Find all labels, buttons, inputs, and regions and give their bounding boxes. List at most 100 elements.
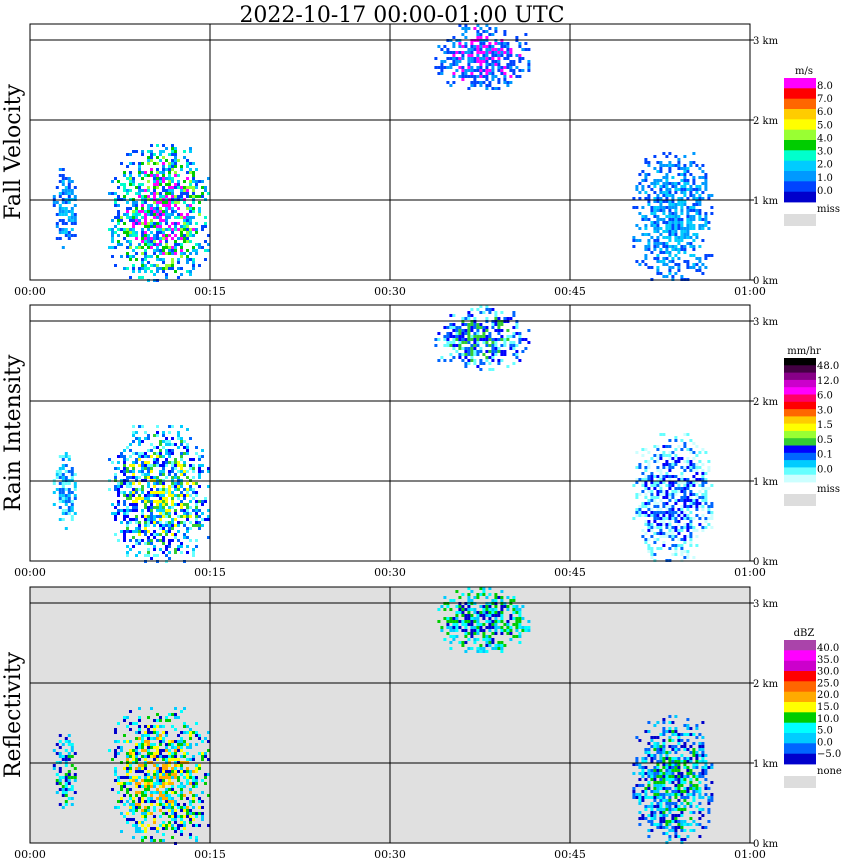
echo-cell: [476, 650, 480, 653]
echo-cell: [156, 746, 159, 749]
echo-cell: [153, 153, 156, 156]
echo-cell: [473, 359, 477, 362]
echo-cell: [153, 192, 156, 195]
echo-cell: [662, 733, 666, 736]
echo-cell: [695, 236, 699, 239]
echo-cell: [464, 626, 468, 629]
echo-cell: [165, 743, 168, 746]
echo-cell: [156, 731, 159, 734]
echo-cell: [710, 517, 714, 520]
echo-cell: [656, 242, 660, 245]
echo-cell: [174, 240, 177, 243]
echo-cell: [129, 177, 132, 180]
echo-cell: [156, 482, 159, 485]
echo-cell: [638, 799, 642, 802]
echo-cell: [186, 515, 189, 518]
echo-cell: [195, 815, 198, 818]
echo-cell: [189, 270, 192, 273]
echo-cell: [674, 185, 678, 188]
echo-cell: [153, 482, 156, 485]
echo-cell: [680, 784, 684, 787]
echo-cell: [168, 470, 171, 473]
echo-cell: [58, 210, 62, 213]
echo-cell: [144, 809, 147, 812]
echo-cell: [180, 830, 183, 833]
echo-cell: [138, 725, 141, 728]
echo-cell: [695, 499, 699, 502]
echo-cell: [701, 472, 705, 475]
echo-cell: [656, 170, 660, 173]
echo-cell: [186, 240, 189, 243]
echo-cell: [126, 782, 129, 785]
echo-cell: [497, 78, 501, 81]
echo-cell: [470, 356, 474, 359]
echo-cell: [488, 338, 492, 341]
echo-cell: [674, 254, 678, 257]
echo-cell: [476, 593, 480, 596]
echo-cell: [434, 338, 438, 341]
echo-cell: [183, 461, 186, 464]
echo-cell: [150, 785, 153, 788]
echo-cell: [461, 317, 465, 320]
echo-cell: [192, 551, 195, 554]
echo-cell: [671, 230, 675, 233]
echo-cell: [473, 75, 477, 78]
echo-cell: [698, 209, 702, 212]
echo-cell: [686, 457, 690, 460]
echo-cell: [192, 476, 195, 479]
echo-cell: [168, 809, 171, 812]
echo-cell: [650, 769, 654, 772]
echo-cell: [671, 781, 675, 784]
echo-cell: [207, 467, 210, 470]
echo-cell: [147, 174, 150, 177]
echo-cell: [147, 788, 150, 791]
echo-cell: [61, 192, 65, 195]
echo-cell: [653, 155, 657, 158]
echo-cell: [647, 814, 651, 817]
echo-cell: [126, 228, 129, 231]
echo-cell: [189, 222, 192, 225]
echo-cell: [192, 458, 195, 461]
echo-cell: [704, 778, 708, 781]
echo-cell: [156, 500, 159, 503]
echo-cell: [461, 54, 465, 57]
echo-cell: [677, 544, 681, 547]
echo-cell: [494, 311, 498, 314]
echo-cell: [668, 808, 672, 811]
echo-cell: [443, 596, 447, 599]
echo-cell: [512, 60, 516, 63]
echo-cell: [674, 763, 678, 766]
echo-cell: [491, 611, 495, 614]
echo-cell: [123, 740, 126, 743]
echo-cell: [55, 201, 59, 204]
echo-cell: [674, 502, 678, 505]
echo-cell: [692, 463, 696, 466]
echo-cell: [650, 814, 654, 817]
echo-cell: [162, 509, 165, 512]
echo-cell: [659, 227, 663, 230]
echo-cell: [165, 252, 168, 255]
echo-cell: [204, 225, 207, 228]
echo-cell: [656, 766, 660, 769]
echo-cell: [165, 213, 168, 216]
legend-label: 5.0: [817, 120, 833, 131]
echo-cell: [135, 530, 138, 533]
echo-cell: [656, 266, 660, 269]
echo-cell: [153, 764, 156, 767]
echo-cell: [683, 182, 687, 185]
echo-cell: [171, 803, 174, 806]
echo-cell: [126, 207, 129, 210]
echo-cell: [123, 782, 126, 785]
echo-cell: [144, 201, 147, 204]
echo-cell: [198, 734, 201, 737]
echo-cell: [674, 733, 678, 736]
echo-cell: [192, 776, 195, 779]
echo-cell: [144, 791, 147, 794]
echo-cell: [132, 518, 135, 521]
echo-cell: [491, 51, 495, 54]
echo-cell: [58, 204, 62, 207]
echo-cell: [64, 494, 68, 497]
echo-cell: [497, 596, 501, 599]
echo-cell: [707, 802, 711, 805]
echo-cell: [153, 446, 156, 449]
